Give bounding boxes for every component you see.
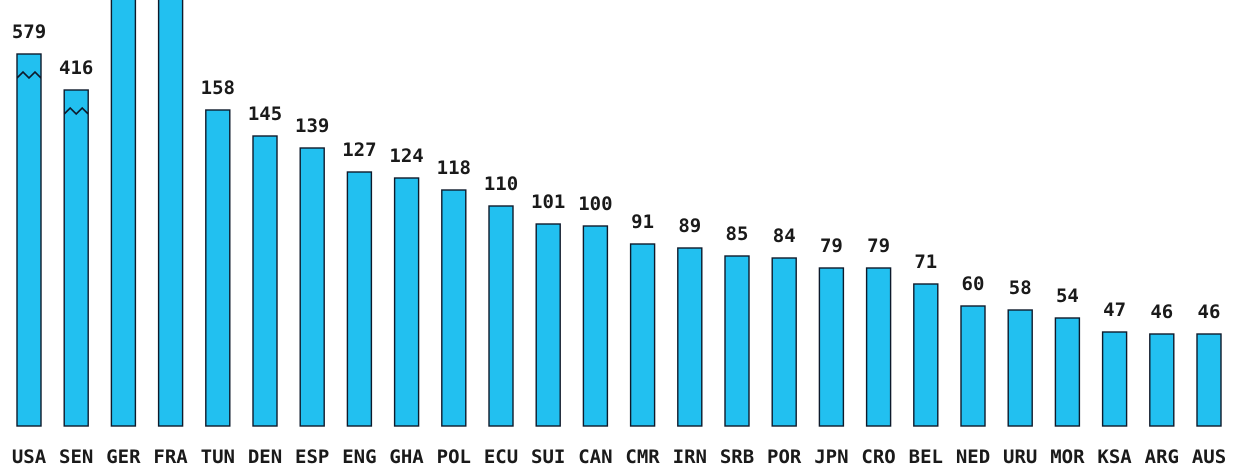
value-label-irn: 89 (678, 215, 701, 237)
category-label-ned: NED (956, 446, 990, 468)
bar-arg (1149, 333, 1175, 427)
category-label-can: CAN (578, 446, 612, 468)
value-label-ksa: 47 (1103, 299, 1126, 321)
category-label-mor: MOR (1050, 446, 1085, 468)
bar-ecu (488, 205, 514, 427)
value-label-can: 100 (578, 193, 612, 215)
value-label-arg: 46 (1150, 301, 1173, 323)
category-label-fra: FRA (153, 446, 188, 468)
category-label-ger: GER (106, 446, 141, 468)
bar-usa (16, 53, 42, 427)
value-label-sui: 101 (531, 191, 565, 213)
value-label-aus: 46 (1198, 301, 1221, 323)
bar-gha (393, 177, 420, 427)
category-label-ksa: KSA (1097, 446, 1132, 468)
category-label-cmr: CMR (625, 446, 660, 468)
value-label-pol: 118 (437, 157, 471, 179)
category-label-por: POR (767, 446, 802, 468)
category-label-pol: POL (437, 446, 471, 468)
value-label-mor: 54 (1056, 285, 1079, 307)
category-label-sui: SUI (531, 446, 565, 468)
value-labels-group: 5794162622181581451391271241181101011009… (12, 21, 1221, 323)
category-label-eng: ENG (342, 446, 376, 468)
category-label-cro: CRO (861, 446, 895, 468)
bar-mor (1054, 317, 1081, 427)
bar-sen (63, 89, 89, 427)
bar-uru (1007, 309, 1033, 427)
value-label-eng: 127 (342, 139, 376, 161)
category-label-tun: TUN (201, 446, 235, 468)
bar-jpn (818, 267, 845, 427)
value-label-ecu: 110 (484, 173, 518, 195)
value-label-cmr: 91 (631, 211, 654, 233)
bar-ksa (1101, 331, 1128, 427)
category-label-esp: ESP (295, 446, 329, 468)
category-label-aus: AUS (1192, 446, 1226, 468)
bar-eng (346, 171, 373, 427)
category-label-ecu: ECU (484, 446, 518, 468)
category-label-uru: URU (1003, 446, 1037, 468)
bars-group (16, 0, 1222, 427)
category-labels-group: USA SEN GER FRA TUN DEN ESP ENG GHA POL ECU SUI CAN C… (12, 446, 1226, 468)
category-label-sen: SEN (59, 446, 93, 468)
value-label-cro: 79 (867, 235, 890, 257)
bar-ger (110, 0, 137, 427)
category-label-arg: ARG (1145, 446, 1179, 468)
bar-bel (913, 283, 939, 427)
bar-fra (157, 0, 184, 427)
bar-cro (865, 267, 892, 427)
category-label-den: DEN (248, 446, 282, 468)
break-mark-usa (16, 70, 42, 80)
value-label-uru: 58 (1009, 277, 1032, 299)
value-label-usa: 579 (12, 21, 46, 43)
bar-esp (299, 147, 325, 427)
category-label-usa: USA (12, 446, 47, 468)
bar-cmr (629, 243, 656, 427)
bar-srb (724, 255, 750, 427)
value-label-gha: 124 (389, 145, 423, 167)
category-label-gha: GHA (389, 446, 424, 468)
axis-breaks-group (16, 70, 89, 116)
value-label-jpn: 79 (820, 235, 843, 257)
category-label-jpn: JPN (814, 446, 848, 468)
bar-por (771, 257, 797, 427)
bar-irn (677, 247, 703, 427)
bar-ned (960, 305, 986, 427)
category-label-bel: BEL (909, 446, 943, 468)
value-label-ned: 60 (962, 273, 985, 295)
bar-den (252, 135, 278, 427)
break-mark-sen (63, 106, 89, 116)
bar-pol (441, 189, 467, 427)
value-label-sen: 416 (59, 57, 93, 79)
value-label-por: 84 (773, 225, 796, 247)
value-label-tun: 158 (201, 77, 235, 99)
category-label-srb: SRB (720, 446, 754, 468)
bar-can (582, 225, 609, 427)
bar-tun (205, 109, 231, 427)
category-label-irn: IRN (673, 446, 707, 468)
value-label-bel: 71 (914, 251, 937, 273)
value-label-srb: 85 (726, 223, 749, 245)
value-label-esp: 139 (295, 115, 329, 137)
bar-sui (535, 223, 561, 427)
bar-aus (1196, 333, 1222, 427)
value-label-den: 145 (248, 103, 282, 125)
